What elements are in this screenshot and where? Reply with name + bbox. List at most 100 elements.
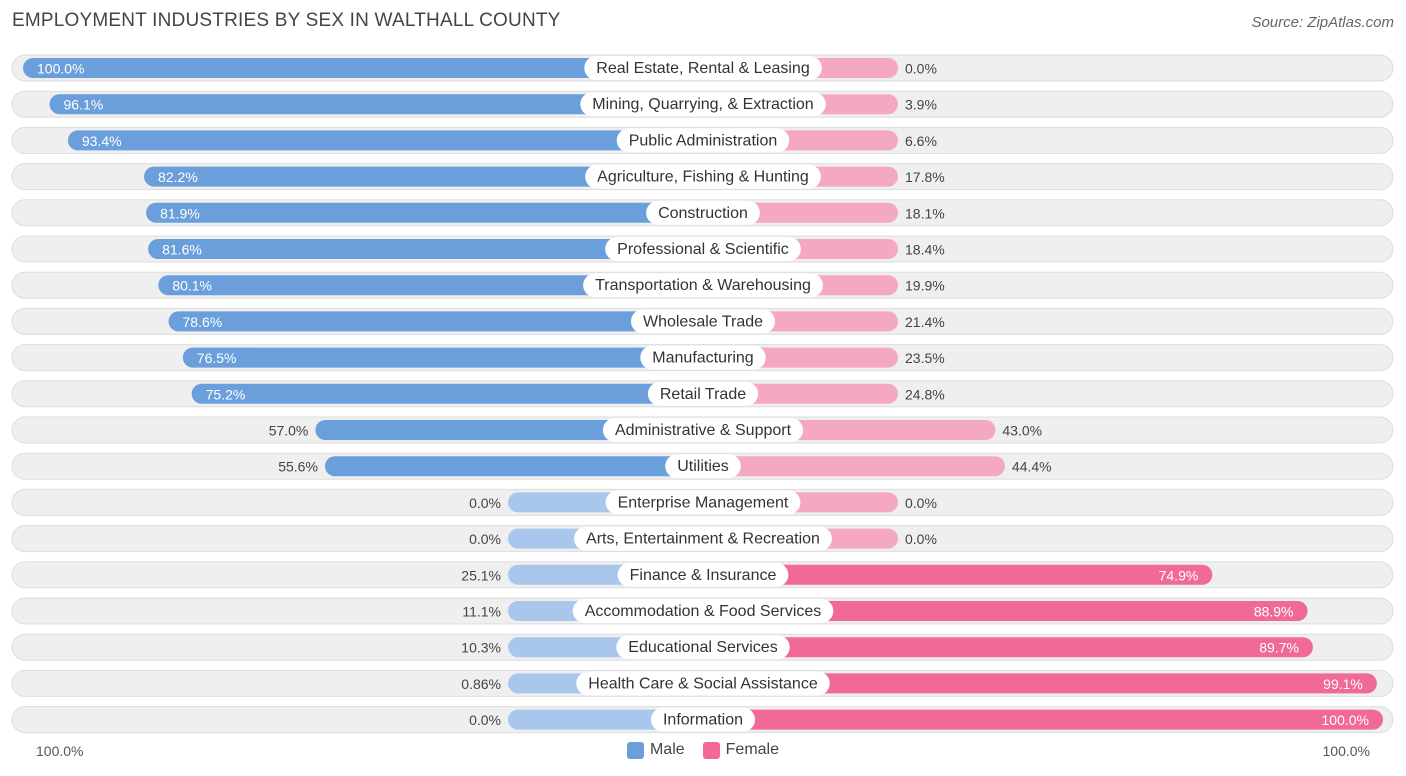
category-label: Accommodation & Food Services <box>585 603 822 620</box>
female-value-label: 23.5% <box>905 350 945 366</box>
male-value-label: 100.0% <box>37 61 84 77</box>
category-label: Finance & Insurance <box>630 567 777 584</box>
category-label-background <box>574 526 832 551</box>
male-value-label: 96.1% <box>64 97 104 113</box>
female-bar <box>703 709 1383 730</box>
category-label: Administrative & Support <box>615 422 792 439</box>
male-bar <box>67 130 703 151</box>
male-bar <box>144 166 704 187</box>
male-value-label: 93.4% <box>82 133 122 149</box>
male-bar <box>148 239 703 259</box>
female-value-label: 88.9% <box>1254 604 1294 620</box>
category-label: Transportation & Warehousing <box>595 277 811 294</box>
male-bar <box>168 311 703 332</box>
female-value-label: 17.8% <box>905 169 945 185</box>
male-value-label: 81.9% <box>160 205 200 221</box>
male-value-label: 81.6% <box>162 242 202 258</box>
male-value-label: 10.3% <box>461 640 501 656</box>
male-bar <box>23 58 703 78</box>
category-label-background <box>616 128 790 153</box>
legend-label-male: Male <box>649 741 685 758</box>
male-value-label: 0.0% <box>469 712 501 728</box>
female-value-label: 19.9% <box>905 278 945 294</box>
source-label: Source: ZipAtlas.com <box>1251 14 1394 31</box>
female-value-label: 18.1% <box>905 205 945 221</box>
legend-swatch-male <box>626 741 644 759</box>
category-label-background <box>576 671 830 696</box>
legend: Male Female <box>0 741 1406 759</box>
female-bar <box>703 673 1377 694</box>
category-label-background <box>640 345 766 370</box>
male-value-label: 25.1% <box>461 567 501 583</box>
female-bar <box>703 564 1213 585</box>
category-label-background <box>585 164 821 189</box>
male-value-label: 80.1% <box>172 278 212 294</box>
category-label: Arts, Entertainment & Recreation <box>586 531 820 548</box>
legend-item-male: Male <box>626 741 685 759</box>
category-label: Information <box>663 712 743 729</box>
male-bar <box>191 383 703 404</box>
female-value-label: 24.8% <box>905 386 945 402</box>
male-value-label: 55.6% <box>278 459 318 475</box>
category-label: Public Administration <box>629 132 778 149</box>
category-label: Agriculture, Fishing & Hunting <box>597 169 809 186</box>
legend-item-female: Female <box>702 741 780 759</box>
axis-right-label: 100.0% <box>1322 743 1370 759</box>
category-label: Wholesale Trade <box>643 313 763 330</box>
female-value-label: 18.4% <box>905 242 945 258</box>
female-bar <box>703 456 1005 477</box>
female-bar <box>703 637 1313 658</box>
female-value-label: 99.1% <box>1323 676 1363 692</box>
female-value-label: 43.0% <box>1002 423 1042 439</box>
male-value-label: 11.1% <box>462 604 501 620</box>
male-value-label: 75.2% <box>206 386 246 402</box>
category-label-background <box>572 599 834 623</box>
category-label: Manufacturing <box>652 350 753 367</box>
female-value-label: 89.7% <box>1259 640 1299 656</box>
male-value-label: 0.86% <box>461 676 501 692</box>
category-label-background <box>584 56 822 80</box>
legend-swatch-female <box>702 741 720 759</box>
category-label-background <box>602 418 804 442</box>
category-label: Mining, Quarrying, & Extraction <box>592 96 813 113</box>
female-bar <box>703 601 1308 621</box>
category-label-background <box>647 381 759 406</box>
chart-title: EMPLOYMENT INDUSTRIES BY SEX IN WALTHALL… <box>12 10 561 31</box>
male-value-label: 82.2% <box>158 169 198 185</box>
male-bar <box>158 275 703 296</box>
female-value-label: 21.4% <box>905 314 945 330</box>
category-label: Utilities <box>677 458 729 475</box>
category-label-background <box>605 237 801 261</box>
category-label: Health Care & Social Assistance <box>588 675 818 692</box>
male-value-label: 0.0% <box>469 531 501 547</box>
female-value-label: 0.0% <box>905 61 937 77</box>
female-value-label: 100.0% <box>1322 712 1369 728</box>
category-label: Enterprise Management <box>618 494 789 511</box>
male-bar <box>146 202 703 223</box>
male-value-label: 0.0% <box>469 495 501 511</box>
category-label-background <box>580 92 826 117</box>
category-label-background <box>616 635 790 660</box>
male-value-label: 57.0% <box>269 423 309 439</box>
male-bar <box>324 456 703 477</box>
category-label: Professional & Scientific <box>617 241 789 258</box>
category-label-background <box>650 707 756 732</box>
female-value-label: 0.0% <box>905 531 937 547</box>
male-value-label: 76.5% <box>197 350 237 366</box>
category-label-background <box>646 200 760 225</box>
category-label: Educational Services <box>628 639 777 656</box>
male-bar <box>182 347 704 368</box>
male-bar <box>49 94 703 115</box>
axis-left-label: 100.0% <box>36 743 84 759</box>
female-value-label: 74.9% <box>1159 567 1199 583</box>
legend-label-female: Female <box>725 741 780 758</box>
male-value-label: 78.6% <box>183 314 223 330</box>
category-label-background <box>605 490 801 515</box>
category-label-background <box>665 454 741 479</box>
category-label-background <box>630 309 776 334</box>
female-value-label: 6.6% <box>905 133 937 149</box>
category-label: Real Estate, Rental & Leasing <box>596 60 809 77</box>
category-label: Retail Trade <box>660 386 746 403</box>
female-value-label: 0.0% <box>905 495 937 511</box>
